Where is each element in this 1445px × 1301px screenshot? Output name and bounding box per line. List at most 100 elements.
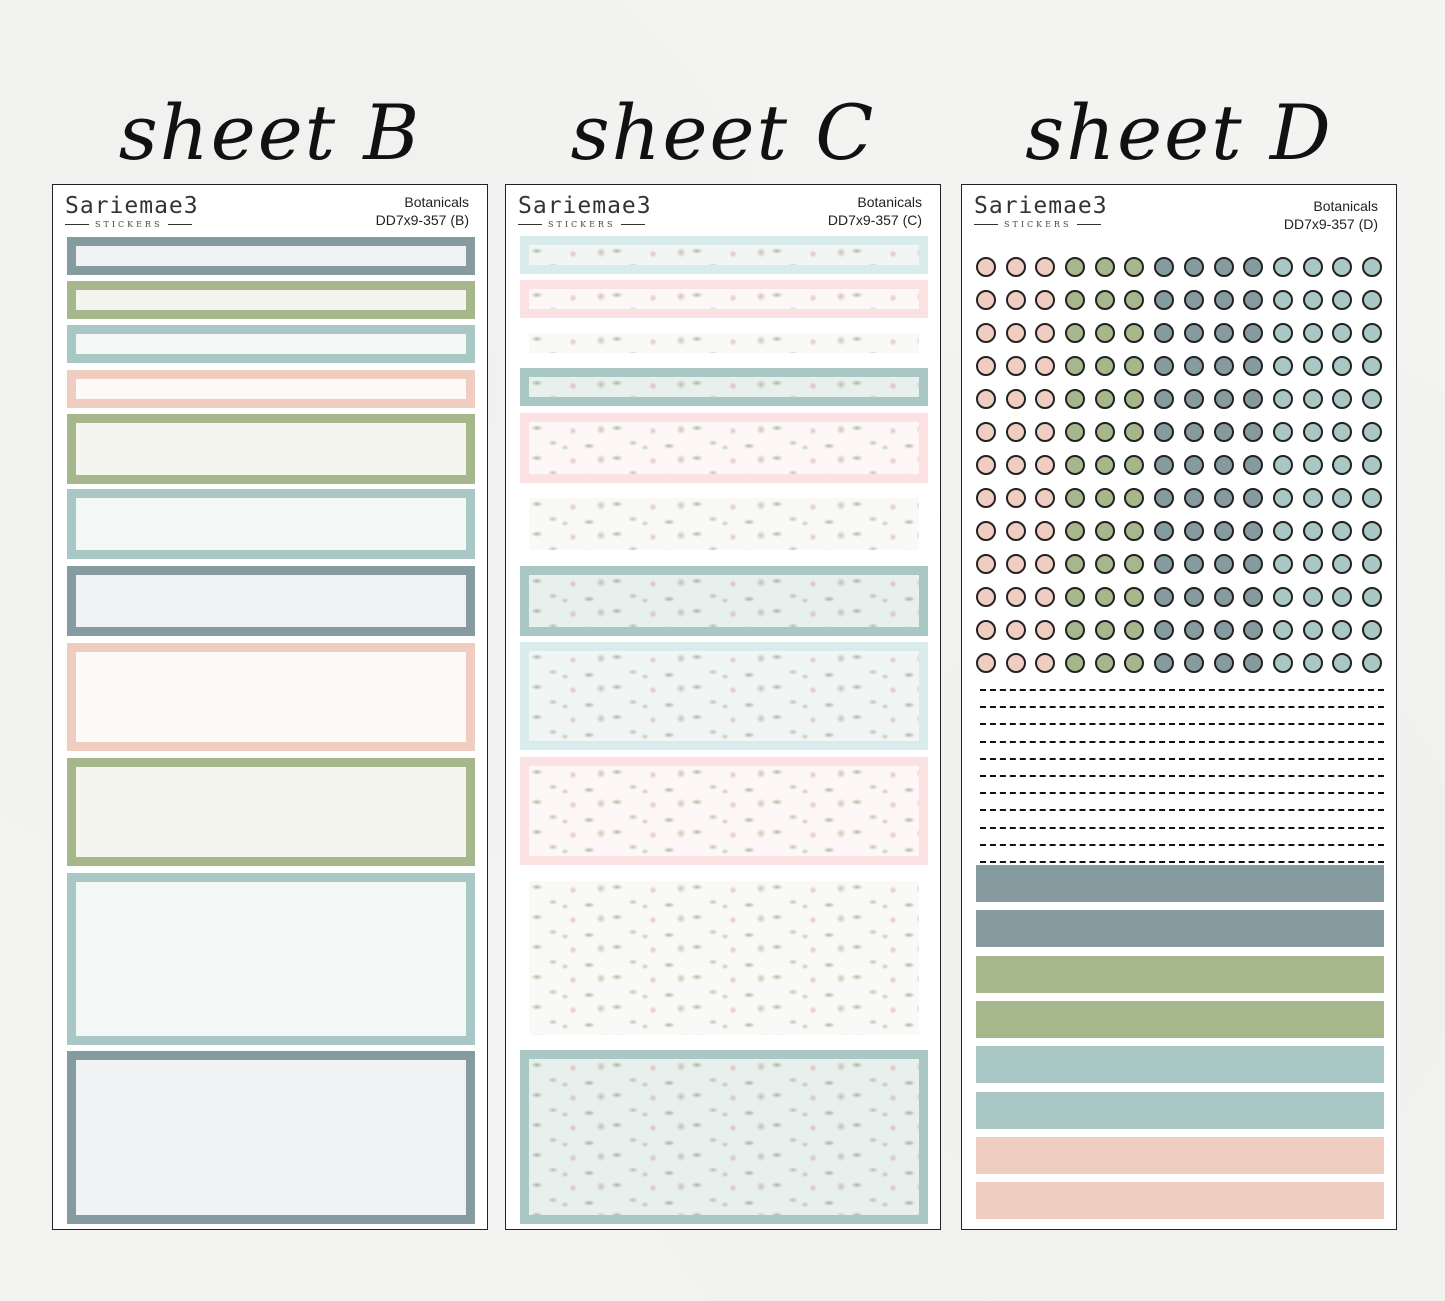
dot-sticker[interactable]	[1124, 653, 1145, 673]
color-strip[interactable]	[976, 1046, 1384, 1084]
sticker-box[interactable]	[67, 370, 475, 408]
dot-sticker[interactable]	[1065, 620, 1086, 640]
dot-sticker[interactable]	[1243, 521, 1264, 541]
floral-sticker-box[interactable]	[520, 413, 928, 483]
dashed-line-sticker[interactable]	[980, 740, 1384, 743]
dot-sticker[interactable]	[1213, 554, 1234, 574]
dot-sticker[interactable]	[1005, 620, 1026, 640]
dot-sticker[interactable]	[1094, 356, 1115, 376]
dot-sticker[interactable]	[1243, 653, 1264, 673]
dot-sticker[interactable]	[1183, 587, 1204, 607]
dot-sticker[interactable]	[1183, 422, 1204, 442]
dot-sticker[interactable]	[1094, 290, 1115, 310]
sticker-box[interactable]	[67, 1051, 475, 1224]
dot-sticker[interactable]	[1213, 257, 1234, 277]
dot-sticker[interactable]	[1005, 290, 1026, 310]
dot-sticker[interactable]	[1035, 488, 1056, 508]
dot-sticker[interactable]	[1243, 587, 1264, 607]
dot-sticker[interactable]	[1124, 356, 1145, 376]
dot-sticker[interactable]	[1361, 620, 1382, 640]
dot-sticker[interactable]	[1154, 554, 1175, 574]
dot-sticker[interactable]	[1302, 587, 1323, 607]
dot-sticker[interactable]	[1272, 356, 1293, 376]
dot-sticker[interactable]	[976, 422, 996, 442]
dot-sticker[interactable]	[1213, 389, 1234, 409]
dot-sticker[interactable]	[1183, 389, 1204, 409]
dot-sticker[interactable]	[1332, 356, 1353, 376]
dot-sticker[interactable]	[1094, 257, 1115, 277]
dot-sticker[interactable]	[1035, 554, 1056, 574]
dot-sticker[interactable]	[1332, 653, 1353, 673]
color-strip[interactable]	[976, 865, 1384, 902]
dot-sticker[interactable]	[1302, 620, 1323, 640]
dot-sticker[interactable]	[1332, 587, 1353, 607]
dot-sticker[interactable]	[1361, 323, 1382, 343]
dot-sticker[interactable]	[1035, 389, 1056, 409]
dot-sticker[interactable]	[1035, 521, 1056, 541]
dot-sticker[interactable]	[1243, 422, 1264, 442]
sticker-box[interactable]	[67, 281, 475, 319]
dot-sticker[interactable]	[1361, 257, 1382, 277]
dot-sticker[interactable]	[1183, 521, 1204, 541]
dot-sticker[interactable]	[1065, 356, 1086, 376]
dot-sticker[interactable]	[1154, 257, 1175, 277]
dot-sticker[interactable]	[1154, 356, 1175, 376]
dot-sticker[interactable]	[1213, 521, 1234, 541]
dot-sticker[interactable]	[976, 290, 996, 310]
dot-sticker[interactable]	[1005, 455, 1026, 475]
color-strip[interactable]	[976, 1000, 1384, 1038]
dot-sticker[interactable]	[1124, 323, 1145, 343]
dot-sticker[interactable]	[1065, 323, 1086, 343]
dot-sticker[interactable]	[1005, 488, 1026, 508]
dashed-line-sticker[interactable]	[980, 706, 1384, 709]
dot-sticker[interactable]	[1361, 653, 1382, 673]
dot-sticker[interactable]	[1243, 290, 1264, 310]
dot-sticker[interactable]	[1272, 488, 1293, 508]
dot-sticker[interactable]	[1005, 554, 1026, 574]
color-strip[interactable]	[976, 910, 1384, 948]
dot-sticker[interactable]	[1094, 422, 1115, 442]
dashed-line-sticker[interactable]	[980, 757, 1384, 760]
dot-sticker[interactable]	[1213, 620, 1234, 640]
dot-sticker[interactable]	[1272, 290, 1293, 310]
dot-sticker[interactable]	[1035, 323, 1056, 343]
dot-sticker[interactable]	[1094, 455, 1115, 475]
dot-sticker[interactable]	[1065, 554, 1086, 574]
dot-sticker[interactable]	[1035, 422, 1056, 442]
dot-sticker[interactable]	[1302, 257, 1323, 277]
dot-sticker[interactable]	[1035, 653, 1056, 673]
dot-sticker[interactable]	[1302, 323, 1323, 343]
dot-sticker[interactable]	[1154, 620, 1175, 640]
sticker-box[interactable]	[67, 489, 475, 559]
dot-sticker[interactable]	[1035, 587, 1056, 607]
dot-sticker[interactable]	[1124, 389, 1145, 409]
color-strip[interactable]	[976, 955, 1384, 993]
floral-sticker-box[interactable]	[520, 236, 928, 274]
dot-sticker[interactable]	[1302, 422, 1323, 442]
dot-sticker[interactable]	[1332, 422, 1353, 442]
dot-sticker[interactable]	[1272, 587, 1293, 607]
floral-sticker-box[interactable]	[520, 368, 928, 406]
sticker-box[interactable]	[67, 237, 475, 275]
floral-sticker-box[interactable]	[520, 872, 928, 1044]
dot-sticker[interactable]	[1065, 389, 1086, 409]
dashed-line-sticker[interactable]	[980, 809, 1384, 812]
dot-sticker[interactable]	[1124, 488, 1145, 508]
dot-sticker[interactable]	[1183, 488, 1204, 508]
dot-sticker[interactable]	[1302, 356, 1323, 376]
dot-sticker[interactable]	[1065, 455, 1086, 475]
dot-sticker[interactable]	[976, 323, 996, 343]
dot-sticker[interactable]	[1183, 290, 1204, 310]
dot-sticker[interactable]	[1332, 488, 1353, 508]
dot-sticker[interactable]	[1361, 356, 1382, 376]
dot-sticker[interactable]	[1065, 488, 1086, 508]
dot-sticker[interactable]	[976, 356, 996, 376]
dot-sticker[interactable]	[1213, 290, 1234, 310]
color-strip[interactable]	[976, 1182, 1384, 1220]
dashed-line-sticker[interactable]	[980, 860, 1384, 863]
dashed-line-sticker[interactable]	[980, 774, 1384, 777]
dot-sticker[interactable]	[1005, 587, 1026, 607]
dot-sticker[interactable]	[1272, 389, 1293, 409]
dot-sticker[interactable]	[1154, 389, 1175, 409]
dot-sticker[interactable]	[1094, 653, 1115, 673]
